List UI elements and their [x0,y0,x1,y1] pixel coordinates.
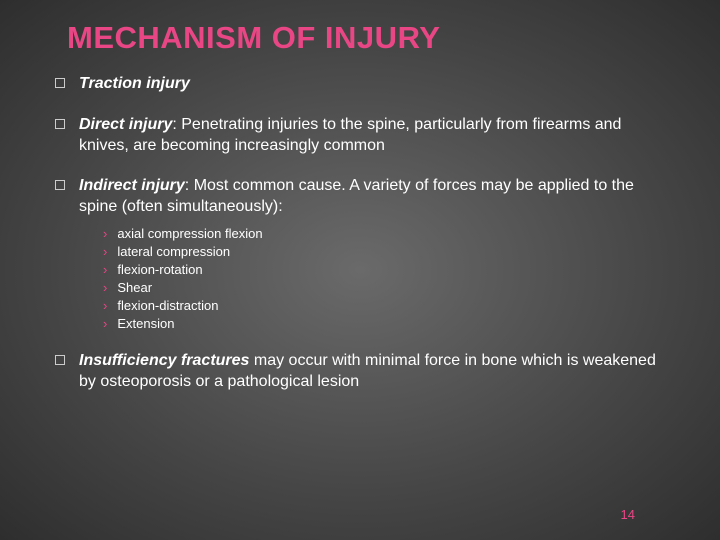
sub-item: › flexion-rotation [103,262,675,277]
chevron-icon: › [103,298,107,313]
bullet-text: Direct injury: Penetrating injuries to t… [79,115,675,157]
chevron-icon: › [103,316,107,331]
chevron-icon: › [103,262,107,277]
sub-item-text: flexion-distraction [117,298,218,313]
bullet-item: Insufficiency fractures may occur with m… [55,351,675,393]
bullet-lead: Traction injury [79,75,190,92]
chevron-icon: › [103,226,107,241]
chevron-icon: › [103,280,107,295]
square-bullet-icon [55,180,65,190]
bullet-lead: Direct injury [79,116,172,133]
bullet-item: Direct injury: Penetrating injuries to t… [55,115,675,157]
sub-item: › axial compression flexion [103,226,675,241]
square-bullet-icon [55,119,65,129]
slide-title: MECHANISM OF INJURY [67,20,675,56]
sub-item-text: flexion-rotation [117,262,202,277]
page-number: 14 [621,507,635,522]
sub-item-text: Shear [117,280,152,295]
bullet-list: Traction injury Direct injury: Penetrati… [55,74,675,393]
slide-container: MECHANISM OF INJURY Traction injury Dire… [0,0,720,433]
bullet-lead: Insufficiency fractures [79,352,249,369]
bullet-item: Indirect injury: Most common cause. A va… [55,176,675,218]
sub-item: › flexion-distraction [103,298,675,313]
bullet-text: Traction injury [79,74,675,95]
bullet-text: Indirect injury: Most common cause. A va… [79,176,675,218]
bullet-lead: Indirect injury [79,177,185,194]
chevron-icon: › [103,244,107,259]
sub-item-text: Extension [117,316,174,331]
square-bullet-icon [55,78,65,88]
bullet-text: Insufficiency fractures may occur with m… [79,351,675,393]
sub-item: › Extension [103,316,675,331]
sub-item: › lateral compression [103,244,675,259]
sub-list: › axial compression flexion › lateral co… [103,226,675,331]
sub-item-text: axial compression flexion [117,226,262,241]
bullet-item: Traction injury [55,74,675,95]
sub-item-text: lateral compression [117,244,230,259]
sub-item: › Shear [103,280,675,295]
square-bullet-icon [55,355,65,365]
